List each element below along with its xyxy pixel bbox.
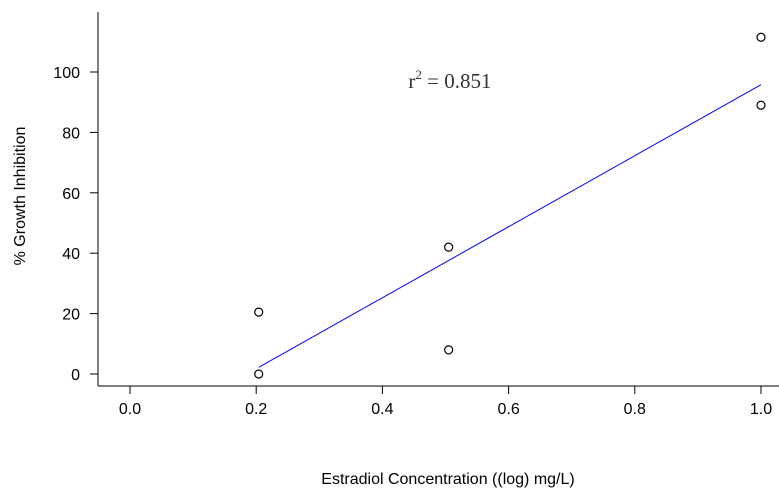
axes: 0.0 0.2 0.4 0.6 0.8 1.0 0 20 40 60 80 100 xyxy=(53,12,779,418)
annotation-value: = 0.851 xyxy=(422,69,492,93)
data-point xyxy=(444,345,454,355)
r-squared-annotation: r2 = 0.851 xyxy=(408,67,491,93)
data-point xyxy=(254,307,264,317)
x-tick-label: 0.2 xyxy=(245,401,267,418)
x-tick-label: 0.4 xyxy=(371,401,393,418)
y-tick-label: 20 xyxy=(62,307,80,324)
plot-marks xyxy=(254,32,766,379)
y-tick-label: 100 xyxy=(53,65,80,82)
y-tick-label: 40 xyxy=(62,246,80,263)
x-axis-title: Estradiol Concentration ((log) mg/L) xyxy=(321,471,574,488)
y-axis-title: % Growth Inhibition xyxy=(12,127,29,266)
data-point xyxy=(756,32,766,42)
annotation-superscript: 2 xyxy=(415,67,422,82)
data-point xyxy=(254,369,264,379)
x-tick-label: 0.6 xyxy=(497,401,519,418)
annotation-base: r xyxy=(408,69,415,93)
data-point xyxy=(756,100,766,110)
x-tick-label: 1.0 xyxy=(750,401,772,418)
x-tick-label: 0.0 xyxy=(119,401,141,418)
regression-line xyxy=(258,84,762,368)
y-tick-label: 80 xyxy=(62,125,80,142)
data-point xyxy=(444,242,454,252)
x-tick-label: 0.8 xyxy=(624,401,646,418)
y-tick-label: 0 xyxy=(71,367,80,384)
y-tick-label: 60 xyxy=(62,186,80,203)
